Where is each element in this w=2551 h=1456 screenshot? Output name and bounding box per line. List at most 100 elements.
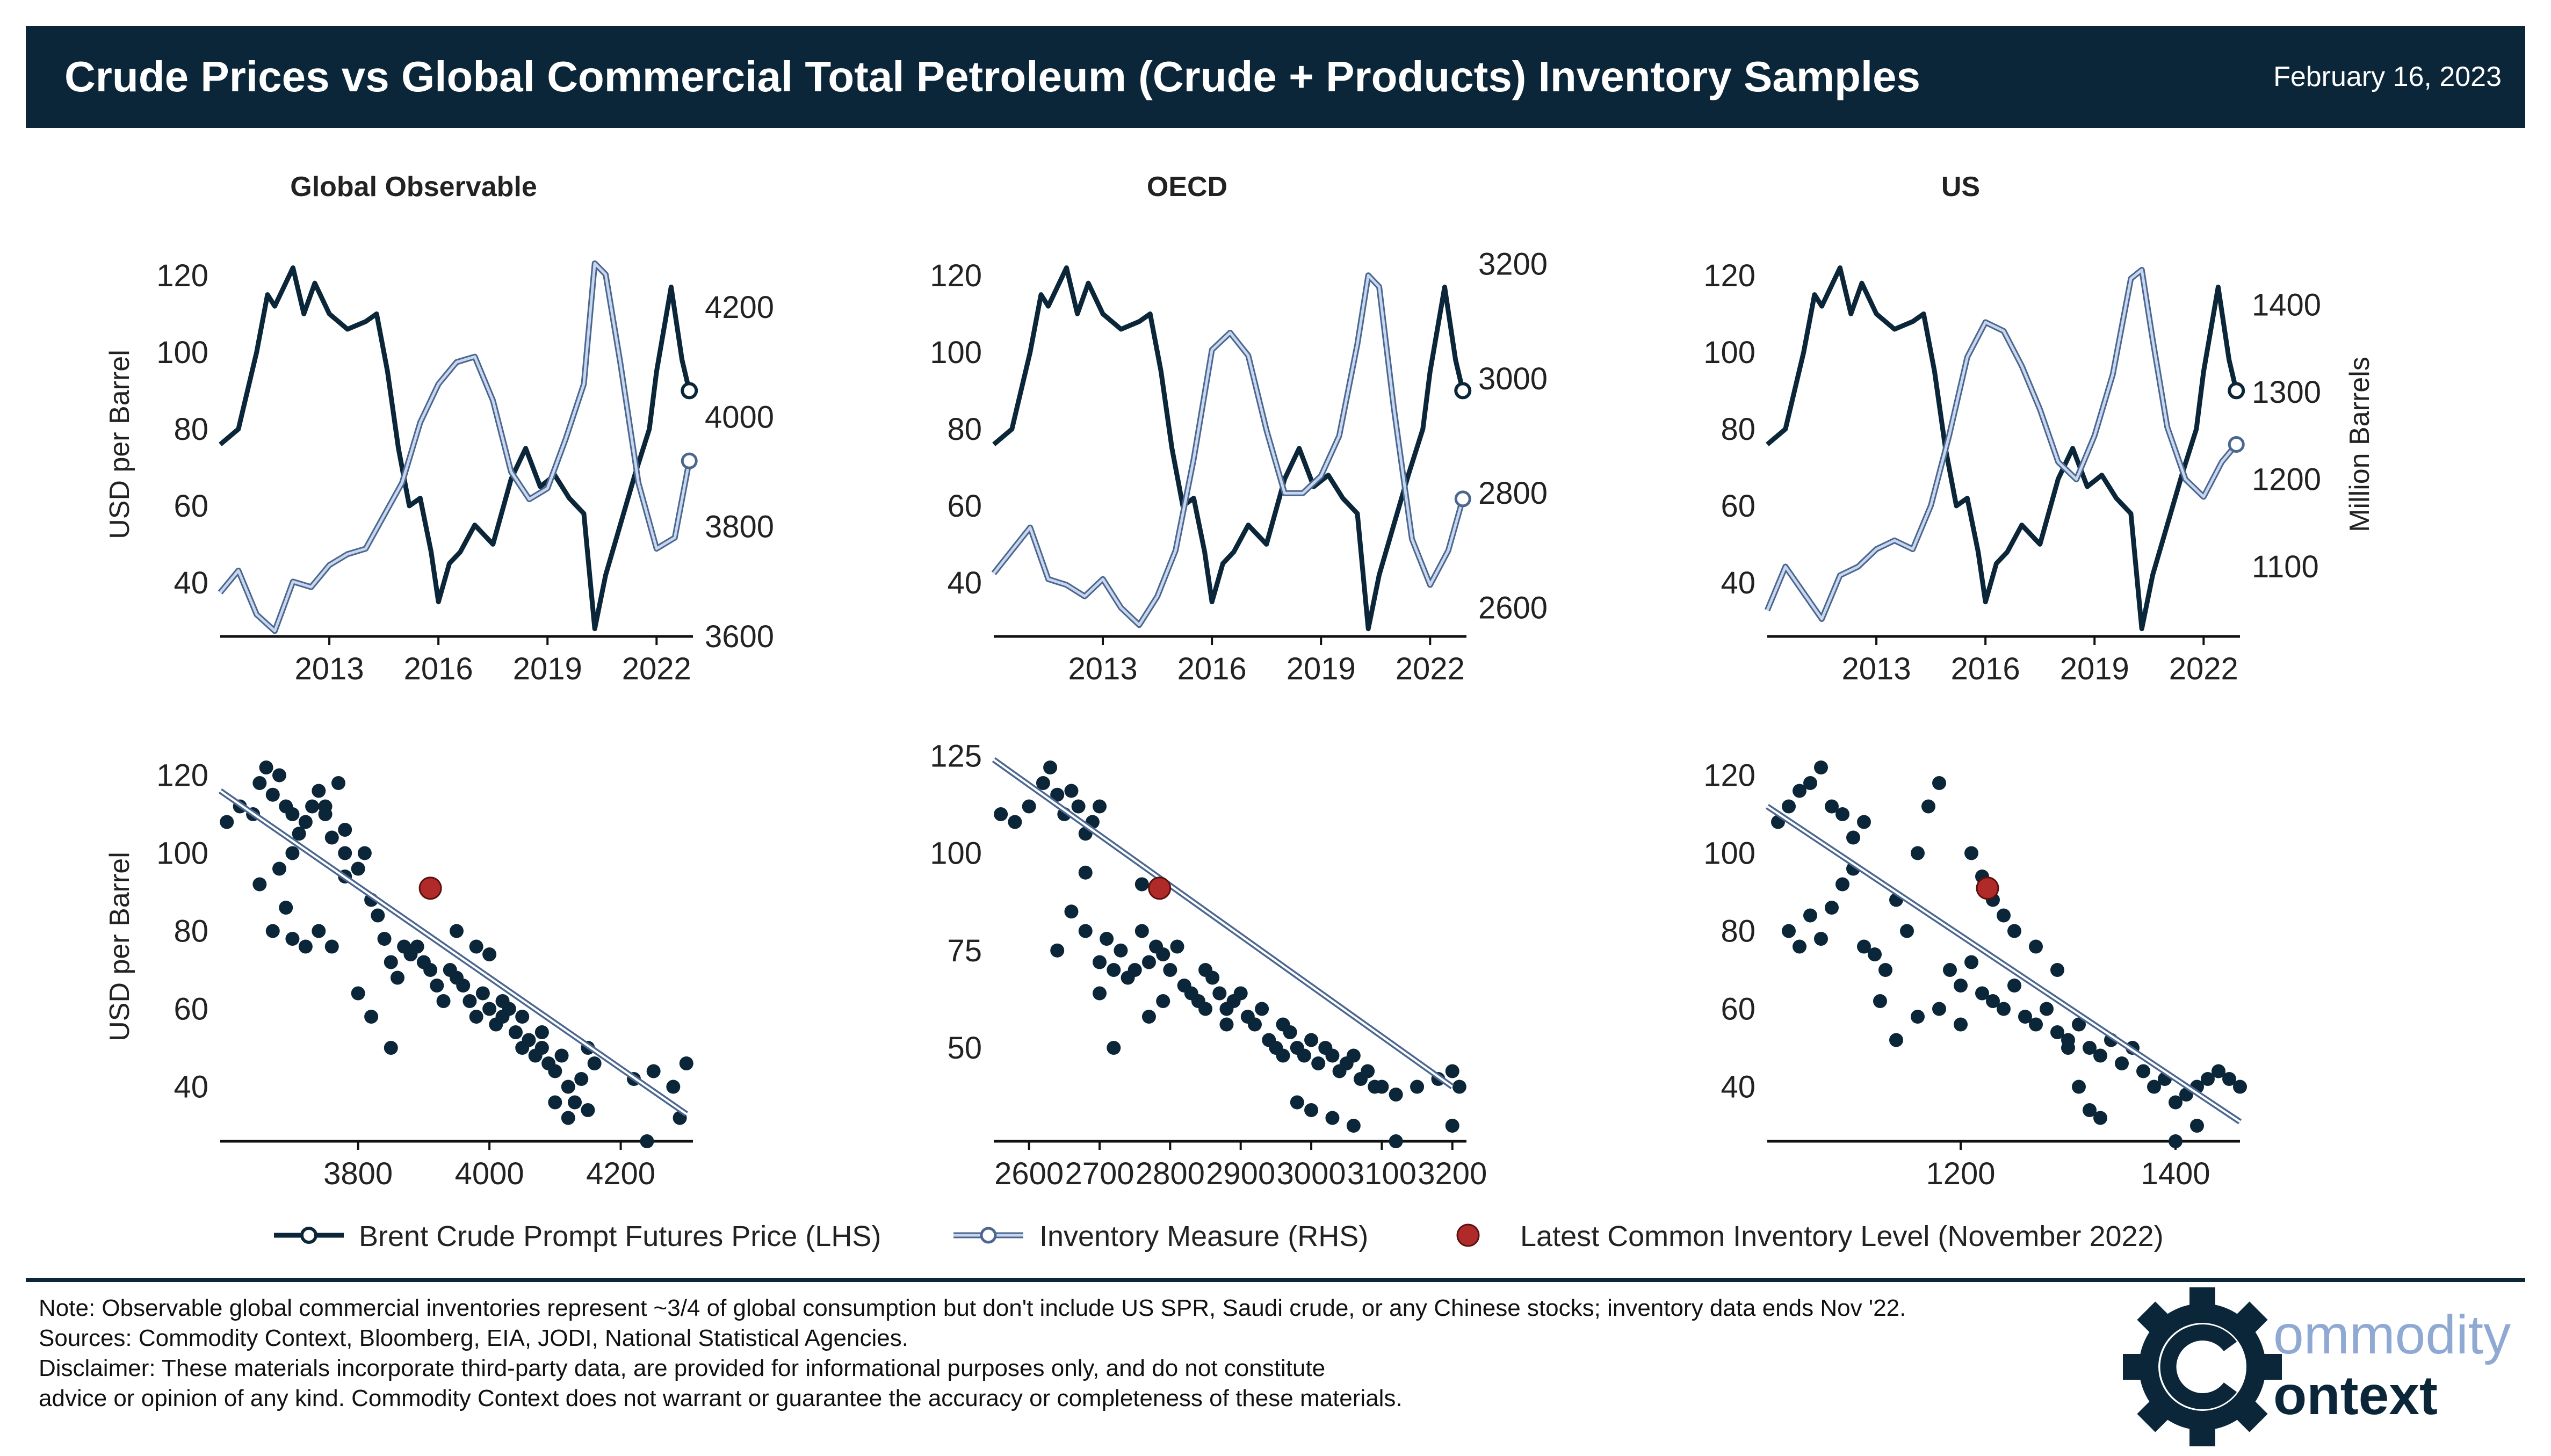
scatter-point xyxy=(377,932,392,946)
scatter-point xyxy=(548,1095,562,1110)
scatter-point xyxy=(1889,1033,1903,1047)
scatter-point xyxy=(1297,1048,1311,1063)
x-tick-label: 4200 xyxy=(586,1156,655,1191)
scatter-point xyxy=(1997,1002,2011,1016)
y2-tick-label: 3800 xyxy=(705,510,774,545)
legend-price-marker xyxy=(300,1227,317,1244)
scatter-point xyxy=(371,908,385,923)
y2-tick-label: 2800 xyxy=(1478,476,1548,511)
scatter-point xyxy=(338,846,352,860)
scatter-point xyxy=(265,787,280,802)
y-tick-label: 100 xyxy=(1703,335,1755,370)
legend-latest-marker xyxy=(1456,1223,1480,1247)
scatter-point xyxy=(265,924,280,938)
scatter-point xyxy=(1071,799,1086,814)
y-tick-label: 120 xyxy=(1703,758,1755,793)
scatter-point xyxy=(462,994,477,1008)
scatter-point xyxy=(351,986,365,1001)
y-tick-label: 120 xyxy=(156,258,208,293)
y-tick-label: 125 xyxy=(930,738,982,773)
scatter-point xyxy=(1911,1010,1925,1024)
scatter-point xyxy=(646,1064,661,1078)
scatter-point xyxy=(469,1010,483,1024)
scatter-point xyxy=(312,924,326,938)
price-line xyxy=(992,265,1465,632)
y-tick-label: 120 xyxy=(1703,258,1755,293)
x-tick-label: 2022 xyxy=(622,651,691,686)
scatter-point xyxy=(1170,939,1184,954)
scatter-point xyxy=(423,963,438,977)
scatter-point xyxy=(298,939,313,954)
scatter-point xyxy=(495,994,510,1008)
scatter-point xyxy=(1900,924,1914,938)
scatter-point xyxy=(2029,1017,2043,1032)
scatter-chart-2: 2600 2700 2800 2900 3000 3100 3200 50 75 100 125 xyxy=(930,738,1487,1191)
latest-inventory-point xyxy=(1148,877,1172,900)
gear-icon xyxy=(2123,1287,2282,1446)
scatter-point xyxy=(1361,1064,1375,1078)
inventory-end-marker xyxy=(681,452,698,469)
legend-inventory-label: Inventory Measure (RHS) xyxy=(1039,1220,1368,1252)
x-tick-label: 2016 xyxy=(404,651,473,686)
scatter-point xyxy=(2222,1072,2236,1086)
scatter-point xyxy=(1156,947,1170,961)
scatter-point xyxy=(2169,1095,2183,1110)
scatter-point xyxy=(1114,943,1128,958)
disclaimer-text-2: advice or opinion of any kind. Commodity… xyxy=(39,1385,1403,1411)
x-tick-label: 4000 xyxy=(455,1156,524,1191)
y2-tick-label: 1300 xyxy=(2252,375,2321,410)
scatter-point xyxy=(2040,1002,2054,1016)
scatter-point xyxy=(1134,877,1149,892)
y2-tick-label: 4200 xyxy=(705,290,774,325)
y-tick-label: 100 xyxy=(156,836,208,871)
scatter-point xyxy=(1986,994,2000,1008)
scatter-point xyxy=(357,846,372,860)
y-tick-label: 60 xyxy=(1721,489,1755,524)
y2-tick-label: 3000 xyxy=(1478,361,1548,396)
trend-line xyxy=(993,758,1453,1088)
scatter-point xyxy=(666,1080,681,1094)
scatter-point xyxy=(1022,799,1036,814)
legend-price-label: Brent Crude Prompt Futures Price (LHS) xyxy=(359,1220,881,1252)
scatter-point xyxy=(1825,901,1839,915)
scatter-point xyxy=(554,1048,569,1063)
scatter-point xyxy=(1093,799,1107,814)
y-tick-label: 100 xyxy=(1703,836,1755,871)
scatter-point xyxy=(2072,1080,2086,1094)
scatter-point xyxy=(1932,776,1946,790)
scatter-point xyxy=(391,970,404,985)
y2-tick-label: 3200 xyxy=(1478,247,1548,281)
scatter-point xyxy=(1452,1080,1466,1094)
scatter-point xyxy=(1921,799,1935,814)
x-tick-label: 2019 xyxy=(513,651,582,686)
scatter-point xyxy=(220,815,234,829)
inventory-line-edge xyxy=(991,272,1466,628)
scatter-point xyxy=(1255,1002,1269,1016)
scatter-point xyxy=(1050,787,1065,802)
logo-line-1: ommodity xyxy=(2273,1304,2511,1365)
legend-latest-label: Latest Common Inventory Level (November … xyxy=(1520,1220,2164,1252)
panel-title: Global Observable xyxy=(290,171,537,202)
scatter-point xyxy=(1389,1088,1403,1102)
y-tick-label: 40 xyxy=(174,1070,208,1105)
y-tick-label: 40 xyxy=(947,566,982,600)
commodity-context-logo: ommodity ontext xyxy=(2123,1287,2511,1446)
inventory-end-marker xyxy=(2228,436,2245,453)
footer-divider xyxy=(26,1278,2525,1282)
scatter-point xyxy=(2072,1017,2086,1032)
scatter-point xyxy=(1835,877,1849,892)
y-tick-label: 80 xyxy=(1721,412,1755,447)
scatter-point xyxy=(640,1134,654,1148)
scatter-point xyxy=(312,784,326,798)
scatter-point xyxy=(1093,955,1107,969)
scatter-point xyxy=(2190,1119,2204,1133)
disclaimer-text-1: Disclaimer: These materials incorporate … xyxy=(39,1355,1326,1381)
x-tick-label: 2013 xyxy=(1068,651,1138,686)
scatter-point xyxy=(252,877,267,892)
scatter-point xyxy=(587,1056,602,1070)
inventory-line xyxy=(219,262,691,633)
scatter-point xyxy=(1128,963,1142,977)
scatter-point xyxy=(1093,986,1107,1001)
scatter-point xyxy=(515,1010,530,1024)
scatter-point xyxy=(561,1111,575,1125)
